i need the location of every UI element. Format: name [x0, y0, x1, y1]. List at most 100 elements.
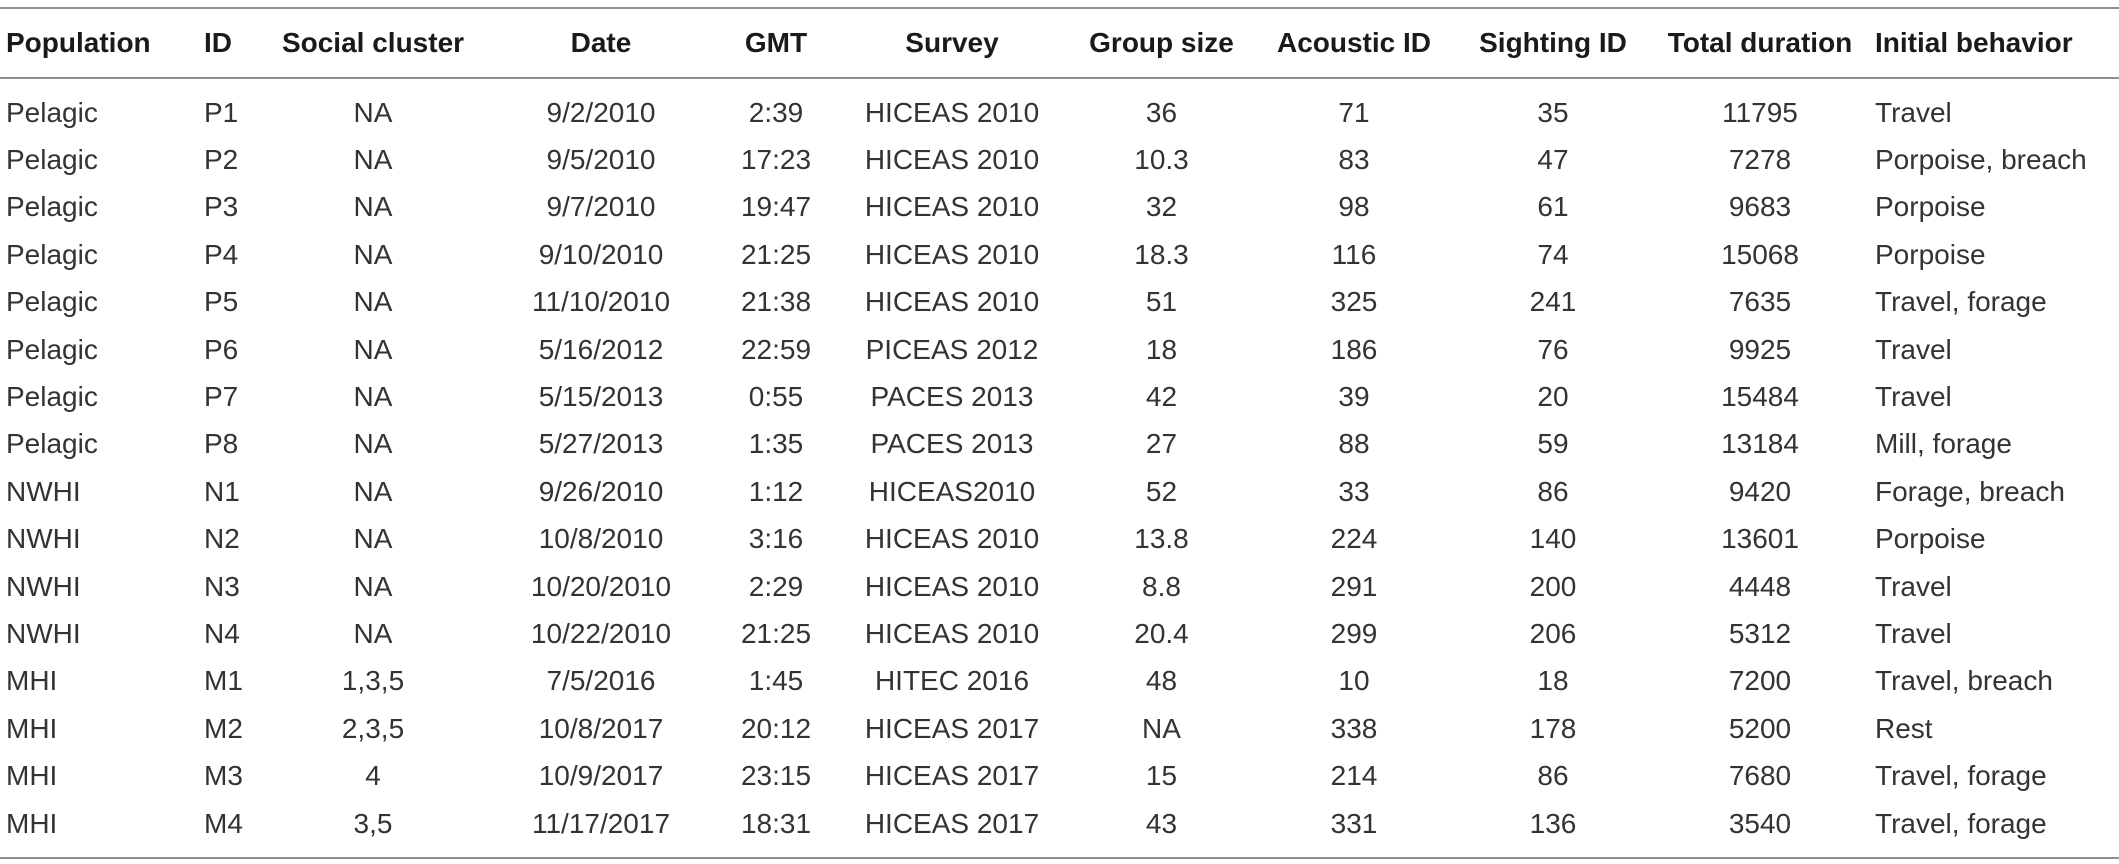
- cell-id: P7: [204, 381, 239, 413]
- cell-id: M1: [204, 665, 243, 697]
- cell-initial-behavior: Travel, breach: [1875, 665, 2053, 697]
- cell-acoustic-id: 224: [1330, 523, 1378, 555]
- cell-acoustic-id: 33: [1338, 475, 1370, 507]
- cell-social-cluster: NA: [353, 333, 393, 365]
- cell-gmt: 1:45: [748, 665, 804, 697]
- cell-social-cluster: NA: [353, 523, 393, 555]
- cell-population: Pelagic: [6, 238, 98, 270]
- column-header-population: Population: [6, 27, 151, 58]
- column-header-total-duration: Total duration: [1667, 27, 1853, 58]
- table-body: Pelagic P1 NA 9/2/2010 2:39 HICEAS 2010 36 71 35…: [0, 78, 2119, 859]
- column-header-acoustic-id: Acoustic ID: [1276, 27, 1432, 58]
- cell-date: 9/5/2010: [546, 144, 656, 176]
- cell-sighting-id: 206: [1529, 617, 1577, 649]
- cell-sighting-id: 140: [1529, 523, 1577, 555]
- cell-initial-behavior: Travel, forage: [1875, 760, 2047, 792]
- cell-population: MHI: [6, 665, 58, 697]
- cell-total-duration: 5312: [1728, 617, 1792, 649]
- cell-population: Pelagic: [6, 428, 98, 460]
- cell-population: MHI: [6, 760, 58, 792]
- cell-population: Pelagic: [6, 381, 98, 413]
- cell-social-cluster: NA: [353, 381, 393, 413]
- cell-date: 9/10/2010: [538, 238, 664, 270]
- cell-group-size: 20.4: [1134, 617, 1189, 649]
- cell-survey: HICEAS 2010: [864, 191, 1040, 223]
- cell-survey: HICEAS 2010: [864, 570, 1040, 602]
- cell-date: 10/20/2010: [530, 570, 672, 602]
- cell-gmt: 20:12: [740, 712, 812, 744]
- cell-social-cluster: NA: [353, 238, 393, 270]
- column-header-sighting-id: Sighting ID: [1479, 27, 1627, 58]
- cell-date: 5/15/2013: [538, 381, 664, 413]
- cell-gmt: 22:59: [740, 333, 812, 365]
- column-header-date: Date: [570, 27, 632, 58]
- cell-group-size: 10.3: [1134, 144, 1189, 176]
- cell-id: N3: [204, 570, 240, 602]
- cell-group-size: 43: [1145, 807, 1178, 839]
- cell-social-cluster: NA: [353, 617, 393, 649]
- cell-date: 9/2/2010: [546, 96, 656, 128]
- cell-survey: HICEAS 2010: [864, 523, 1040, 555]
- column-header-gmt: GMT: [744, 27, 808, 58]
- table-header: Population ID Social cluster Date GMT Survey G…: [0, 8, 2119, 78]
- cell-survey: PACES 2013: [870, 381, 1034, 413]
- cell-date: 9/7/2010: [546, 191, 656, 223]
- cell-gmt: 18:31: [740, 807, 812, 839]
- cell-id: M4: [204, 807, 243, 839]
- cell-initial-behavior: Porpoise, breach: [1875, 144, 2087, 176]
- cell-gmt: 21:38: [740, 286, 812, 318]
- cell-date: 11/10/2010: [531, 286, 671, 318]
- cell-sighting-id: 20: [1537, 381, 1569, 413]
- cell-survey: HICEAS 2010: [864, 238, 1040, 270]
- cell-total-duration: 4448: [1728, 570, 1792, 602]
- cell-survey: HICEAS 2010: [864, 286, 1040, 318]
- cell-survey: HICEAS 2017: [864, 760, 1040, 792]
- cell-population: NWHI: [6, 523, 81, 555]
- cell-acoustic-id: 83: [1338, 144, 1370, 176]
- column-header-group-size: Group size: [1089, 27, 1234, 58]
- cell-gmt: 17:23: [740, 144, 812, 176]
- cell-initial-behavior: Travel, forage: [1875, 807, 2047, 839]
- cell-initial-behavior: Travel: [1875, 333, 1952, 365]
- cell-sighting-id: 47: [1537, 144, 1569, 176]
- table-row: Pelagic P5 NA 11/10/2010 21:38 HICEAS 2010 51 3…: [0, 279, 2119, 326]
- cell-gmt: 3:16: [748, 523, 804, 555]
- cell-total-duration: 13184: [1721, 428, 1799, 460]
- cell-sighting-id: 178: [1529, 712, 1577, 744]
- cell-population: Pelagic: [6, 191, 98, 223]
- cell-social-cluster: 4: [365, 760, 381, 792]
- cell-initial-behavior: Travel: [1875, 570, 1952, 602]
- cell-total-duration: 15068: [1721, 238, 1799, 270]
- cell-sighting-id: 76: [1537, 333, 1569, 365]
- table-row: NWHI N3 NA 10/20/2010 2:29 HICEAS 2010 8.8 291 2…: [0, 563, 2119, 610]
- cell-total-duration: 3540: [1728, 807, 1792, 839]
- table-row: Pelagic P6 NA 5/16/2012 22:59 PICEAS 2012 18 18…: [0, 326, 2119, 373]
- cell-date: 10/22/2010: [530, 617, 672, 649]
- cell-initial-behavior: Rest: [1875, 712, 1933, 744]
- cell-group-size: 42: [1145, 381, 1178, 413]
- cell-population: Pelagic: [6, 333, 98, 365]
- cell-sighting-id: 74: [1537, 238, 1569, 270]
- cell-date: 10/8/2017: [538, 712, 664, 744]
- cell-date: 5/27/2013: [538, 428, 664, 460]
- cell-gmt: 23:15: [740, 760, 812, 792]
- cell-acoustic-id: 98: [1338, 191, 1370, 223]
- cell-initial-behavior: Porpoise: [1875, 238, 1986, 270]
- data-table: Population ID Social cluster Date GMT Survey G…: [0, 7, 2119, 859]
- cell-gmt: 21:25: [740, 238, 812, 270]
- cell-social-cluster: 3,5: [353, 807, 393, 839]
- cell-id: P4: [204, 238, 239, 270]
- cell-survey: HICEAS 2017: [864, 712, 1040, 744]
- cell-group-size: 13.8: [1134, 523, 1189, 555]
- cell-group-size: NA: [1142, 712, 1181, 744]
- cell-initial-behavior: Porpoise: [1875, 191, 1986, 223]
- table-row: Pelagic P3 NA 9/7/2010 19:47 HICEAS 2010 32 98 6…: [0, 184, 2119, 231]
- cell-social-cluster: NA: [353, 570, 393, 602]
- cell-total-duration: 7680: [1728, 760, 1792, 792]
- cell-id: N2: [204, 523, 240, 555]
- cell-sighting-id: 86: [1537, 760, 1569, 792]
- cell-sighting-id: 136: [1529, 807, 1577, 839]
- cell-group-size: 18: [1145, 333, 1178, 365]
- cell-group-size: 52: [1145, 475, 1178, 507]
